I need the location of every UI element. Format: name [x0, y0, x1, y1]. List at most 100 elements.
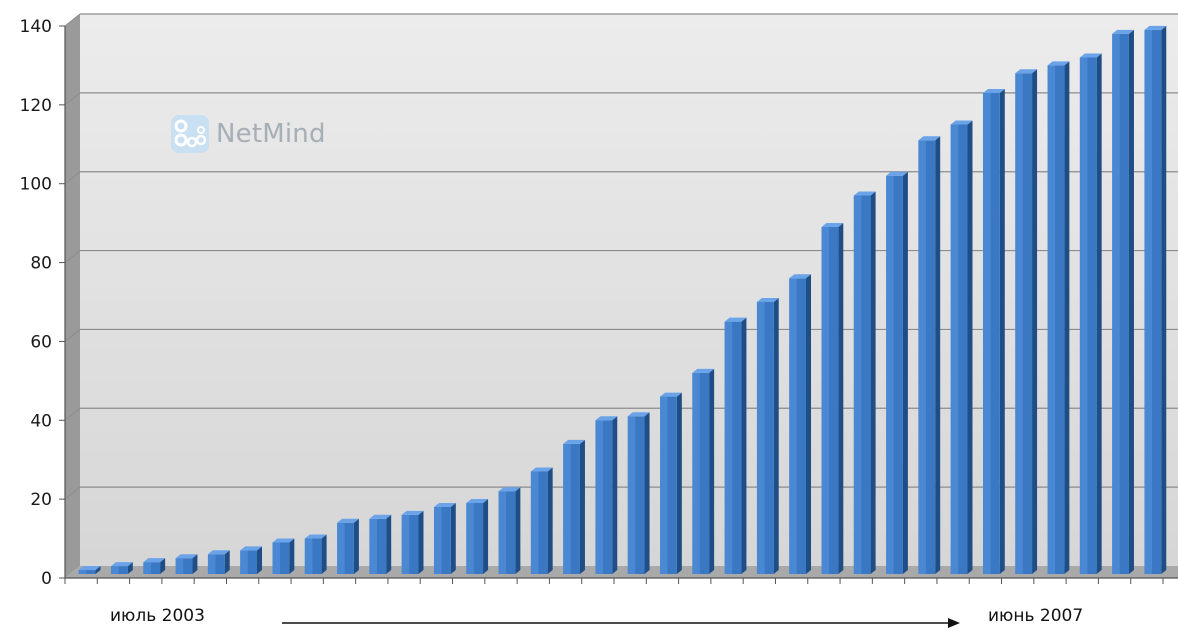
x-axis-start-label: июль 2003 [110, 606, 205, 626]
bar-top [1112, 29, 1134, 34]
bar-side [1096, 53, 1102, 574]
bar-highlight [401, 514, 410, 574]
bar [918, 136, 941, 575]
bar-top [272, 538, 295, 543]
bar-top [1144, 25, 1167, 30]
bar [627, 412, 650, 574]
bar-top [337, 518, 359, 523]
bar [78, 566, 101, 574]
bar-side [967, 120, 973, 574]
bar [111, 562, 133, 574]
bar-side [95, 566, 101, 574]
bar-side [1064, 61, 1070, 574]
bar-highlight [789, 278, 797, 574]
bar-highlight [692, 372, 700, 574]
bar [401, 510, 424, 574]
bar-highlight [78, 570, 87, 574]
bar-side [450, 502, 456, 574]
bar [1047, 61, 1070, 574]
bar-highlight [660, 396, 668, 574]
timeline-arrow [282, 618, 960, 628]
bar-highlight [853, 195, 862, 574]
bar [337, 518, 359, 574]
bar-highlight [1144, 29, 1153, 574]
bar-side [127, 562, 133, 574]
bar-top [111, 562, 133, 567]
bar [207, 550, 230, 574]
bar [756, 297, 779, 574]
bar-highlight [918, 140, 926, 575]
gridline-side [64, 13, 81, 27]
bar-side [999, 88, 1005, 574]
bar-chart: 0 20 40 60 80 100 120 140 [20, 13, 1178, 589]
bar-top [1079, 53, 1102, 58]
bar-side [579, 439, 585, 574]
bar-top [756, 297, 779, 302]
bar-top [950, 120, 973, 125]
bar-highlight [724, 321, 733, 574]
bar-highlight [304, 538, 313, 574]
bar-side [547, 467, 553, 574]
bar-side [644, 412, 650, 574]
bar-top [207, 550, 230, 555]
bar-side [418, 510, 424, 574]
bar-highlight [111, 566, 119, 574]
bar-top [789, 274, 812, 279]
bar-side [870, 191, 876, 574]
bar [466, 499, 489, 574]
bar [789, 274, 812, 574]
y-tick-label: 120 [20, 96, 52, 116]
bar-top [78, 566, 101, 571]
bar-front [111, 566, 128, 574]
bar-front [78, 570, 96, 574]
bar-side [676, 392, 682, 574]
bar-top [1015, 69, 1038, 74]
bar-side [773, 297, 779, 574]
bar-top [886, 171, 908, 176]
bar-side [806, 274, 812, 574]
y-tick-label: 80 [30, 254, 52, 274]
bar-highlight [821, 227, 830, 574]
bar-top [595, 416, 618, 421]
bar-side [838, 223, 844, 574]
bar [563, 439, 585, 574]
bar-side [224, 550, 230, 574]
x-axis-ticks [64, 578, 1164, 584]
bar-side [192, 554, 198, 574]
gridline-side [64, 486, 81, 500]
bar-top [240, 546, 263, 551]
bar-highlight [1079, 57, 1088, 574]
y-tick-label: 100 [20, 175, 52, 195]
bar-side [612, 416, 618, 574]
bar-top [175, 554, 198, 559]
bar-top [498, 487, 521, 492]
bar [660, 392, 682, 574]
bar-top [563, 439, 585, 444]
bar-highlight [369, 518, 377, 574]
bar-side [160, 558, 166, 574]
bar-side [1032, 69, 1038, 574]
bar-top [821, 223, 844, 228]
bar-side [257, 546, 263, 574]
bar [1015, 69, 1038, 574]
y-tick-label: 140 [20, 17, 52, 37]
bar-side [483, 499, 489, 574]
bar [853, 191, 876, 574]
bar [1079, 53, 1102, 574]
bar-side [321, 534, 327, 574]
bar-highlight [433, 506, 442, 574]
bar-highlight [337, 522, 345, 574]
bar-highlight [595, 420, 604, 574]
watermark-text: NetMind [216, 119, 326, 149]
bar-top [143, 558, 166, 563]
bar-highlight [886, 175, 894, 574]
bar-top [660, 392, 682, 397]
bar-top [433, 502, 456, 507]
bar-highlight [1112, 33, 1120, 575]
bar-top [692, 368, 715, 373]
y-tick-label: 60 [30, 332, 52, 352]
bar-top [918, 136, 941, 141]
bar-side [386, 514, 392, 574]
bar-side [353, 518, 359, 574]
bars [78, 25, 1167, 575]
